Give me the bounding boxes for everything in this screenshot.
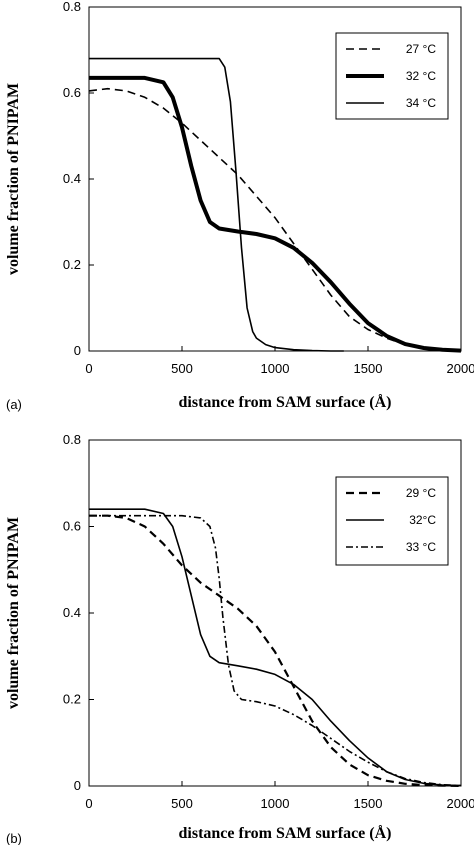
legend-label: 32°C — [409, 513, 436, 527]
series-line-2 — [89, 75, 462, 353]
y-tick-label: 0.2 — [63, 257, 81, 272]
y-tick-label: 0.6 — [63, 519, 81, 534]
series-line-1 — [89, 514, 462, 788]
x-axis-label: distance from SAM surface (Å) — [179, 393, 392, 411]
x-tick-label: 2000 — [447, 796, 474, 811]
chart-panel-b: 0 0.2 0.4 0.6 0.8 0 500 1000 1500 2000 distance fr… — [5, 432, 474, 845]
x-tick-label: 1000 — [261, 361, 290, 376]
x-tick-label: 500 — [171, 361, 193, 376]
series-line-1 — [88, 87, 462, 352]
legend-label: 27 °C — [406, 42, 436, 56]
y-axis-label: volume fraction of PNIPAM — [5, 517, 22, 709]
x-tick-label: 0 — [85, 361, 92, 376]
x-tick-label: 0 — [85, 796, 92, 811]
panel-label: (b) — [6, 831, 22, 845]
panel-label: (a) — [6, 397, 22, 412]
x-tick-label: 2000 — [447, 361, 474, 376]
legend: 27 °C 32 °C 34 °C — [335, 32, 449, 120]
legend-label: 33 °C — [406, 540, 436, 554]
x-tick-label: 1500 — [354, 361, 383, 376]
chart-panel-a: 0 0.2 0.4 0.6 0.8 0 500 1000 1500 2000 distance fr… — [5, 0, 474, 412]
legend-label: 34 °C — [406, 96, 436, 110]
y-tick-label: 0.4 — [63, 605, 81, 620]
legend: 29 °C 32°C 33 °C — [335, 476, 449, 566]
series-line-3 — [89, 57, 344, 352]
legend-label: 29 °C — [406, 486, 436, 500]
y-tick-label: 0.8 — [63, 432, 81, 447]
y-tick-label: 0.6 — [63, 85, 81, 100]
x-tick-label: 1000 — [261, 796, 290, 811]
y-axis-label: volume fraction of PNIPAM — [5, 83, 22, 275]
y-tick-label: 0 — [74, 343, 81, 358]
y-tick-label: 0.8 — [63, 0, 81, 14]
y-tick-label: 0 — [74, 778, 81, 793]
x-tick-label: 1500 — [354, 796, 383, 811]
legend-label: 32 °C — [406, 69, 436, 83]
y-tick-label: 0.2 — [63, 692, 81, 707]
x-tick-label: 500 — [171, 796, 193, 811]
x-axis-label: distance from SAM surface (Å) — [179, 824, 392, 842]
y-tick-label: 0.4 — [63, 171, 81, 186]
series-line-3 — [89, 514, 462, 787]
legend-box — [335, 476, 449, 566]
